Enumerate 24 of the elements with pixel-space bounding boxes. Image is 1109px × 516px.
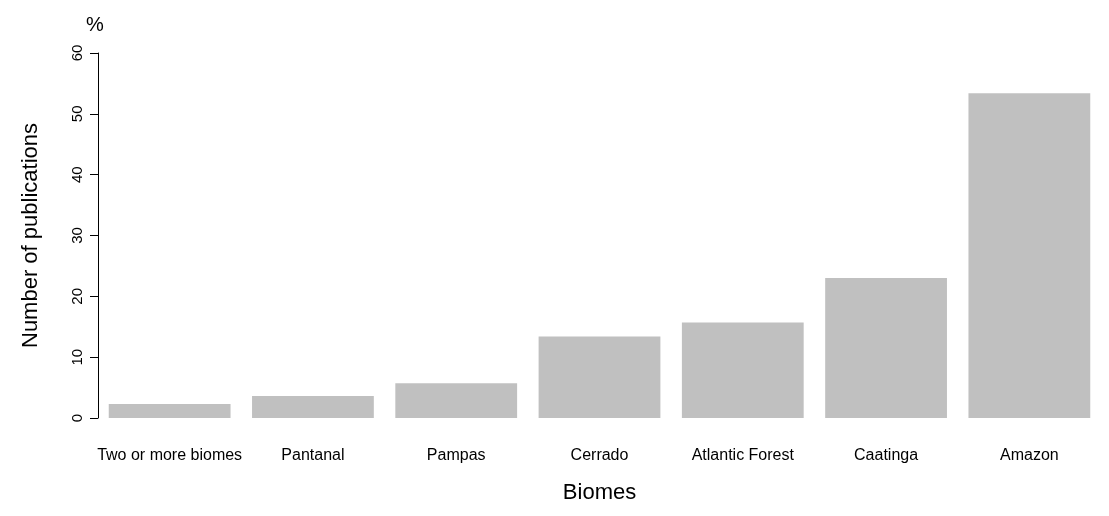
- x-tick-label: Cerrado: [570, 445, 629, 463]
- x-tick-label: Pampas: [426, 445, 486, 463]
- x-tick-label: Atlantic Forest: [691, 445, 795, 463]
- x-axis-title: Biomes: [562, 478, 637, 504]
- x-tick-label: Caatinga: [854, 445, 919, 463]
- y-tick-label: 0: [68, 413, 85, 423]
- x-tick-label: Amazon: [1000, 445, 1059, 463]
- y-tick-label: 30: [68, 227, 85, 244]
- bar: [968, 93, 1091, 418]
- y-tick-label: 50: [68, 105, 85, 123]
- bar: [252, 396, 374, 418]
- y-axis-title: Number of publications: [16, 122, 42, 349]
- y-tick-label: 40: [68, 166, 85, 184]
- bar: [681, 322, 804, 418]
- y-tick-label: 60: [68, 44, 85, 62]
- y-tick-label: 20: [68, 287, 85, 305]
- bar: [395, 383, 518, 418]
- x-tick-label: Two or more biomes: [97, 445, 243, 463]
- x-tick-label: Pantanal: [281, 445, 345, 463]
- bar: [825, 278, 947, 418]
- text: %: [86, 13, 104, 35]
- bar: [538, 336, 661, 418]
- bar: [108, 404, 231, 418]
- y-tick-label: 10: [68, 348, 85, 366]
